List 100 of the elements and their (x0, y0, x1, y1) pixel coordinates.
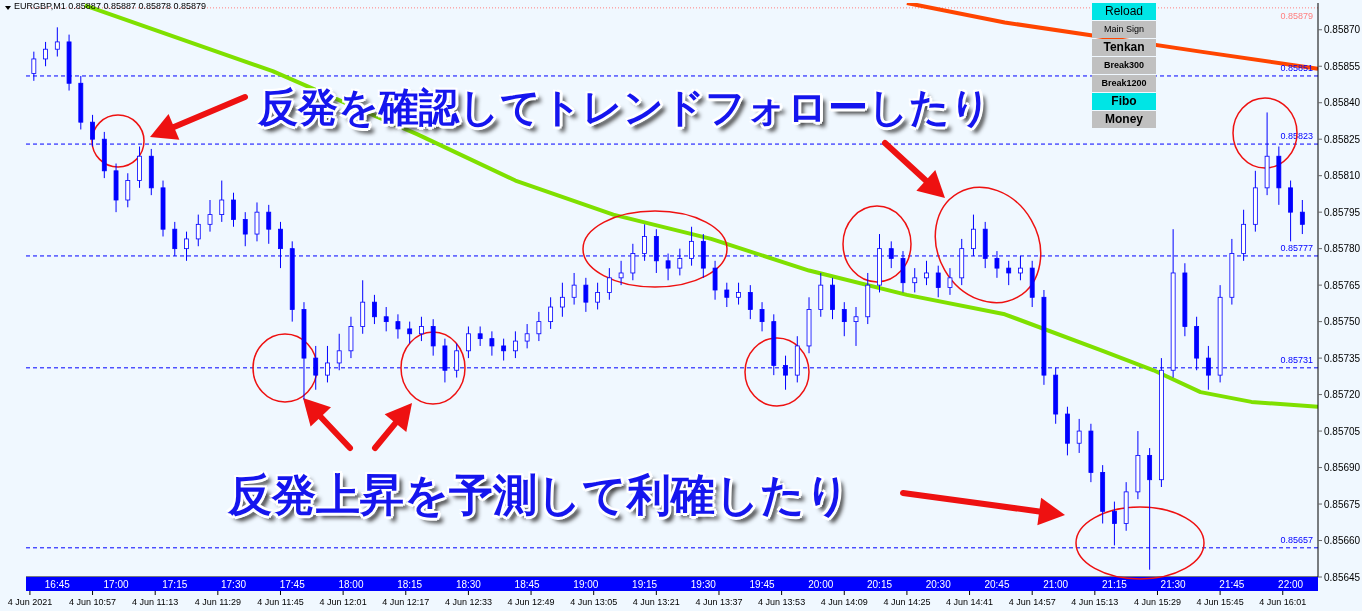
candlestick (430, 318, 436, 357)
candlestick (947, 267, 953, 296)
candlestick (595, 282, 601, 310)
x2-tick-label: 17:15 (162, 579, 188, 590)
y-tick-label: 0.85705 (1324, 425, 1361, 437)
candlestick (501, 338, 507, 362)
y-tick-label: 0.85720 (1324, 389, 1361, 401)
candlestick (935, 265, 941, 298)
x-tick-label: 4 Jun 12:01 (319, 597, 367, 607)
candlestick (477, 325, 483, 347)
candlestick (606, 267, 612, 301)
y-tick-label: 0.85660 (1324, 535, 1361, 547)
x-tick-label: 4 Jun 14:57 (1008, 597, 1056, 607)
y-tick-label: 0.85765 (1324, 279, 1361, 291)
button: Break300 (1092, 57, 1156, 74)
x2-tick-label: 21:45 (1219, 579, 1245, 590)
candlestick (254, 201, 260, 242)
y-tick-label: 0.85735 (1324, 352, 1361, 364)
y-tick-label: 0.85825 (1324, 133, 1361, 145)
button: Fibo (1092, 93, 1156, 110)
x-tick-label: 4 Jun 16:01 (1259, 597, 1307, 607)
candlestick (383, 306, 389, 332)
candlestick (419, 316, 424, 342)
candlestick (466, 325, 471, 359)
x-tick-label: 4 Jun 15:45 (1196, 597, 1244, 607)
x2-tick-label: 20:15 (866, 579, 893, 590)
candlestick (853, 306, 859, 347)
candlestick (125, 172, 131, 208)
candlestick (524, 323, 530, 349)
x2-tick-label: 16:45 (44, 579, 71, 590)
candlestick (924, 260, 929, 286)
y-tick-label: 0.85855 (1324, 60, 1361, 72)
x2-tick-label: 19:15 (632, 579, 658, 590)
candlestick (571, 272, 577, 306)
x-tick-label: 4 Jun 15:13 (1071, 597, 1119, 607)
x-tick-label: 4 Jun 11:13 (132, 597, 179, 607)
y-tick-label: 0.85690 (1324, 462, 1361, 474)
x-tick-label: 4 Jun 11:45 (257, 597, 304, 607)
candlestick (841, 301, 847, 337)
x2-tick-label: 21:30 (1160, 579, 1187, 590)
candlestick (1112, 501, 1117, 546)
x-tick-label: 4 Jun 11:29 (194, 597, 242, 607)
button: Break1200 (1092, 75, 1156, 92)
y-tick-label: 0.85750 (1324, 316, 1361, 328)
y-tick-label: 0.85675 (1324, 498, 1361, 510)
candlestick (747, 284, 753, 320)
ref-line-label: 0.85731 (1280, 354, 1313, 365)
y-tick-label: 0.85840 (1324, 97, 1361, 109)
candlestick (407, 321, 413, 345)
candlestick (1006, 260, 1012, 286)
candlestick (372, 294, 377, 325)
candlestick (724, 282, 730, 308)
candlestick (1076, 418, 1082, 454)
x-tick-label: 4 Jun 15:29 (1133, 597, 1181, 607)
x2-tick-label: 18:30 (455, 579, 482, 590)
ref-line-label: 0.85879 (1280, 11, 1313, 22)
y-tick-label: 0.85795 (1324, 206, 1361, 218)
candlestick (395, 313, 401, 340)
x2-tick-label: 18:15 (397, 579, 423, 590)
x-tick-label: 4 Jun 13:21 (632, 597, 680, 607)
candlestick (43, 41, 48, 67)
x-tick-label: 4 Jun 2021 (7, 597, 53, 607)
x-tick-label: 4 Jun 13:37 (695, 597, 743, 607)
button: Tenkan (1092, 39, 1156, 56)
candlestick (712, 260, 718, 301)
candlestick (512, 330, 518, 359)
candlestick (242, 211, 248, 247)
x2-tick-label: 18:00 (338, 579, 364, 590)
candlestick (548, 296, 554, 330)
x-tick-label: 4 Jun 13:53 (758, 597, 806, 607)
candlestick (736, 282, 741, 306)
button: Main Sign (1092, 21, 1156, 38)
x-tick-label: 4 Jun 14:41 (946, 597, 994, 607)
x2-tick-label: 20:45 (984, 579, 1010, 590)
candlestick (266, 204, 272, 245)
candlestick (231, 192, 236, 228)
x2-tick-label: 21:00 (1043, 579, 1069, 590)
candlestick (618, 260, 624, 286)
y-tick-label: 0.85870 (1324, 24, 1361, 36)
x-tick-label: 4 Jun 14:09 (820, 597, 868, 607)
candlestick (759, 301, 765, 332)
candlestick (583, 277, 589, 313)
candlestick (1299, 199, 1305, 235)
x2-tick-label: 20:00 (808, 579, 834, 590)
candlestick (207, 199, 213, 233)
candlestick (195, 214, 201, 247)
x2-tick-label: 22:00 (1278, 579, 1304, 590)
candlestick (489, 330, 495, 357)
candlestick (54, 26, 60, 58)
x2-tick-label: 19:45 (749, 579, 775, 590)
y-tick-label: 0.85810 (1324, 170, 1361, 182)
candlestick (219, 180, 225, 223)
x2-tick-label: 17:00 (103, 579, 129, 590)
x-tick-label: 4 Jun 12:49 (507, 597, 555, 607)
annotation: 反発上昇を予測して利確したり (228, 468, 850, 522)
x-tick-label: 4 Jun 13:05 (570, 597, 618, 607)
candlestick (313, 345, 319, 391)
x2-tick-label: 17:45 (279, 579, 306, 590)
y-tick-label: 0.85645 (1324, 571, 1361, 583)
ref-line-label: 0.85777 (1280, 242, 1313, 253)
